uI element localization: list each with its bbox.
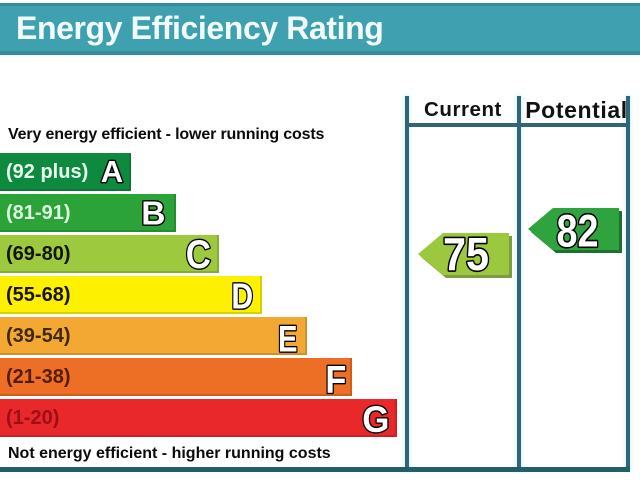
svg-text:G: G — [362, 399, 389, 440]
svg-text:82: 82 — [557, 206, 599, 257]
svg-text:E: E — [278, 317, 298, 359]
svg-text:B: B — [141, 195, 165, 232]
svg-text:A: A — [101, 154, 123, 189]
svg-text:C: C — [186, 233, 211, 277]
svg-text:F: F — [325, 359, 346, 402]
svg-text:75: 75 — [443, 228, 489, 280]
svg-text:D: D — [231, 276, 253, 317]
